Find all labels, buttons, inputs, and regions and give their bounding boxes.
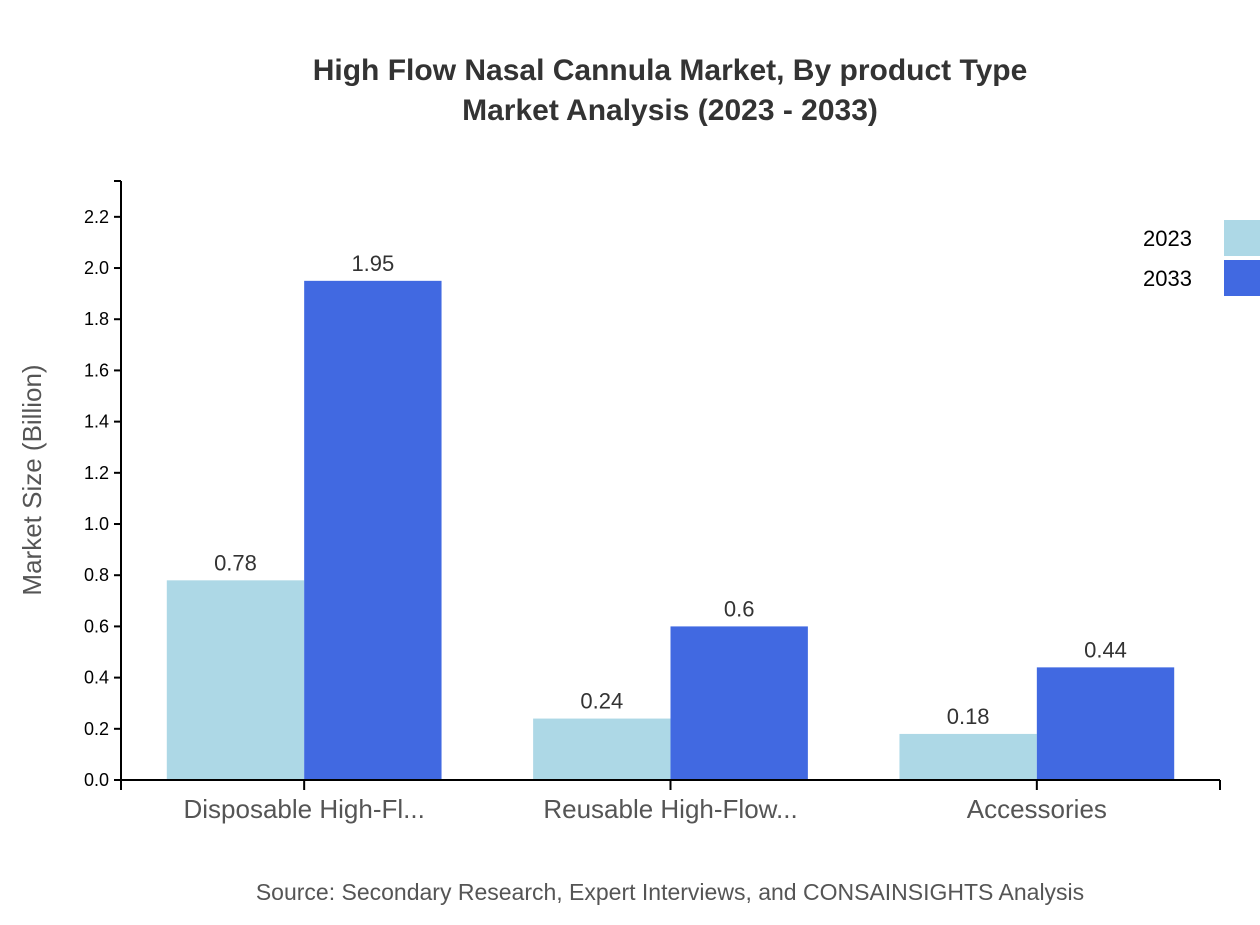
data-label: 1.95 [351, 251, 394, 276]
y-tick-label: 1.0 [84, 514, 109, 534]
y-tick-label: 1.4 [84, 412, 109, 432]
x-tick-label: Accessories [967, 794, 1107, 824]
y-tick-label: 1.2 [84, 463, 109, 483]
y-axis-label: Market Size (Billion) [17, 364, 47, 595]
y-tick-label: 2.2 [84, 207, 109, 227]
y-tick-label: 1.8 [84, 309, 109, 329]
bar-2033 [304, 280, 442, 780]
x-tick-label: Disposable High-Fl... [184, 794, 425, 824]
y-tick-label: 2.0 [84, 258, 109, 278]
data-label: 0.18 [947, 704, 990, 729]
y-tick-label: 0.4 [84, 668, 109, 688]
data-label: 0.24 [580, 689, 623, 714]
legend-swatch-2033 [1224, 260, 1260, 296]
y-tick-label: 0.8 [84, 565, 109, 585]
chart-title: High Flow Nasal Cannula Market, By produ… [313, 54, 1028, 87]
bar-2023 [533, 718, 671, 780]
data-label: 0.44 [1084, 637, 1127, 662]
chart-subtitle: Market Analysis (2023 - 2033) [462, 94, 878, 127]
data-label: 0.6 [724, 596, 755, 621]
legend-label: 2023 [1143, 226, 1192, 251]
legend-swatch-2023 [1224, 220, 1260, 256]
y-tick-label: 0.0 [84, 770, 109, 790]
source-note: Source: Secondary Research, Expert Inter… [256, 879, 1084, 905]
bar-2033 [1036, 667, 1175, 780]
bar-2023 [899, 733, 1037, 780]
x-tick-label: Reusable High-Flow... [543, 794, 797, 824]
bar-2023 [166, 580, 305, 780]
y-tick-label: 0.2 [84, 719, 109, 739]
y-tick-label: 0.6 [84, 616, 109, 636]
data-label: 0.78 [214, 550, 257, 575]
y-tick-label: 1.6 [84, 360, 109, 380]
legend-label: 2033 [1143, 266, 1192, 291]
bar-2033 [670, 626, 808, 780]
